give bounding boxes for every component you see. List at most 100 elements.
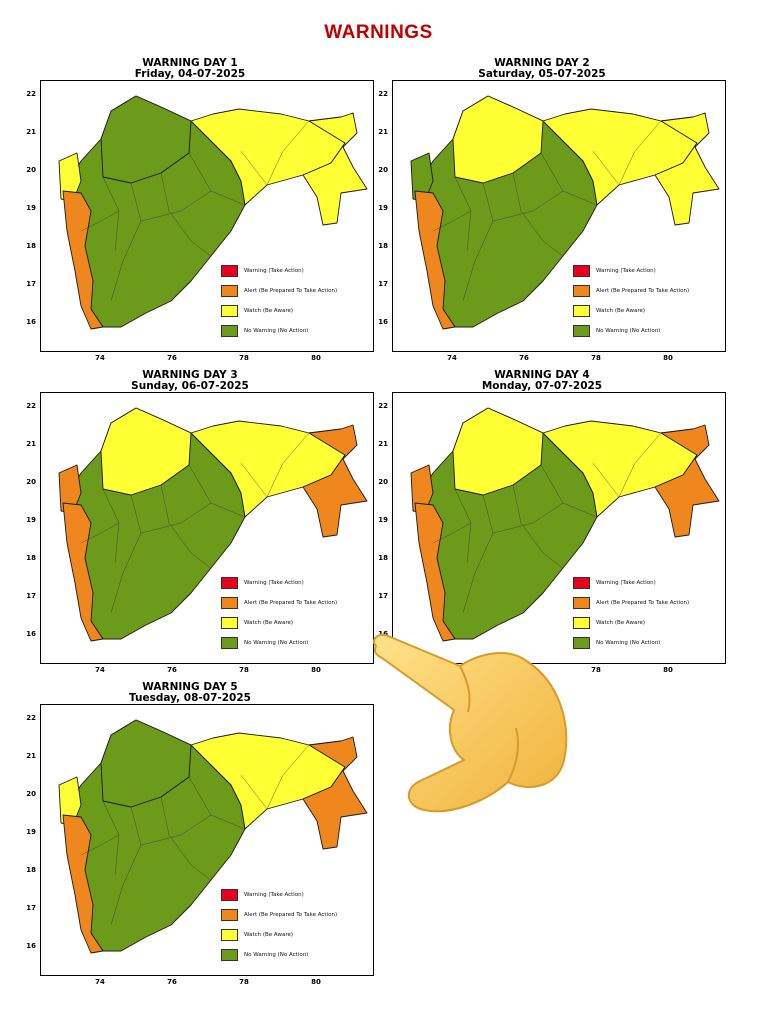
region-west-strip [58, 776, 82, 826]
y-tick-label: 19 [378, 516, 388, 524]
warning-day-panel: WARNING DAY 4 Monday, 07-07-2025 Warning … [352, 370, 726, 674]
map-plot-area: Warning (Take Action) Alert (Be Prepared … [40, 80, 374, 352]
legend-item: No Warning (No Action) [221, 633, 371, 653]
x-tick-label: 80 [663, 666, 673, 674]
x-tick-label: 78 [591, 666, 601, 674]
legend-item: Watch (Be Aware) [221, 613, 371, 633]
x-tick-label: 78 [239, 666, 249, 674]
x-tick-label: 78 [239, 354, 249, 362]
region-konkan [62, 814, 104, 954]
y-tick-label: 22 [378, 402, 388, 410]
region-northwest [452, 95, 544, 184]
y-tick-label: 19 [26, 516, 36, 524]
legend-item: Alert (Be Prepared To Take Action) [573, 281, 723, 301]
legend-label: Warning (Take Action) [244, 268, 304, 274]
x-tick-label: 78 [239, 978, 249, 986]
legend-item: Warning (Take Action) [221, 573, 371, 593]
day-date: Friday, 04-07-2025 [134, 68, 246, 80]
panel-title: WARNING DAY 4 Monday, 07-07-2025 [392, 370, 692, 392]
panel-title: WARNING DAY 1 Friday, 04-07-2025 [40, 58, 340, 80]
x-tick-label: 74 [95, 978, 105, 986]
maharashtra-map [410, 407, 720, 642]
y-tick-label: 16 [378, 318, 388, 326]
region-far-east [654, 112, 720, 226]
legend-swatch [221, 889, 238, 901]
region-northwest [100, 407, 192, 496]
y-tick-label: 22 [26, 402, 36, 410]
region-far-east [302, 112, 368, 226]
legend-swatch [573, 597, 590, 609]
legend-label: Watch (Be Aware) [244, 308, 294, 314]
day-title: WARNING DAY 5 [142, 681, 238, 693]
region-west-strip [58, 464, 82, 514]
legend-swatch [573, 637, 590, 649]
legend-label: Alert (Be Prepared To Take Action) [244, 288, 338, 294]
region-northwest [452, 407, 544, 496]
legend-label: No Warning (No Action) [244, 640, 309, 646]
y-tick-label: 22 [378, 90, 388, 98]
day-date: Tuesday, 08-07-2025 [129, 692, 251, 704]
legend-label: No Warning (No Action) [244, 952, 309, 958]
panel-title: WARNING DAY 5 Tuesday, 08-07-2025 [40, 682, 340, 704]
y-tick-label: 19 [26, 828, 36, 836]
legend-label: Warning (Take Action) [596, 268, 656, 274]
legend-item: Alert (Be Prepared To Take Action) [221, 281, 371, 301]
legend: Warning (Take Action) Alert (Be Prepared … [573, 261, 723, 341]
map-plot-area: Warning (Take Action) Alert (Be Prepared … [392, 392, 726, 664]
day-date: Monday, 07-07-2025 [481, 380, 603, 392]
region-northwest [100, 95, 192, 184]
region-far-east [302, 424, 368, 538]
day-date: Sunday, 06-07-2025 [131, 380, 249, 392]
y-tick-label: 19 [378, 204, 388, 212]
day-title: WARNING DAY 4 [494, 369, 590, 381]
legend-swatch [573, 285, 590, 297]
legend-swatch [221, 325, 238, 337]
legend-label: No Warning (No Action) [596, 328, 661, 334]
x-tick-label: 74 [95, 666, 105, 674]
x-tick-label: 80 [311, 666, 321, 674]
legend-swatch [221, 617, 238, 629]
region-west-strip [410, 464, 434, 514]
legend-swatch [221, 637, 238, 649]
region-konkan [62, 502, 104, 642]
map-plot-area: Warning (Take Action) Alert (Be Prepared … [40, 392, 374, 664]
warning-day-panel: WARNING DAY 2 Saturday, 05-07-2025 Warnin… [352, 57, 726, 362]
legend-swatch [221, 597, 238, 609]
legend-swatch [573, 265, 590, 277]
x-tick-label: 74 [447, 354, 457, 362]
legend-label: Watch (Be Aware) [596, 308, 646, 314]
page-title: WARNINGS [324, 22, 433, 43]
legend-item: No Warning (No Action) [573, 633, 723, 653]
y-tick-label: 16 [26, 630, 36, 638]
legend-label: Alert (Be Prepared To Take Action) [596, 288, 690, 294]
legend-label: Watch (Be Aware) [244, 620, 294, 626]
maharashtra-map [58, 407, 368, 642]
legend-swatch [221, 265, 238, 277]
region-far-east [302, 736, 368, 850]
legend-item: Alert (Be Prepared To Take Action) [221, 905, 371, 925]
legend-item: Watch (Be Aware) [221, 301, 371, 321]
y-tick-label: 22 [26, 714, 36, 722]
legend-label: No Warning (No Action) [596, 640, 661, 646]
y-tick-label: 17 [26, 592, 36, 600]
legend-item: No Warning (No Action) [221, 945, 371, 965]
y-tick-label: 17 [378, 280, 388, 288]
legend-item: Warning (Take Action) [573, 261, 723, 281]
legend-label: Watch (Be Aware) [596, 620, 646, 626]
legend: Warning (Take Action) Alert (Be Prepared … [221, 573, 371, 653]
maharashtra-map [58, 719, 368, 954]
y-tick-label: 21 [26, 128, 36, 136]
legend-swatch [573, 305, 590, 317]
region-west-strip [410, 152, 434, 202]
legend-swatch [573, 325, 590, 337]
legend-label: Warning (Take Action) [244, 580, 304, 586]
day-title: WARNING DAY 2 [494, 57, 590, 69]
y-tick-label: 18 [378, 242, 388, 250]
y-tick-label: 16 [26, 942, 36, 950]
y-tick-label: 18 [26, 554, 36, 562]
region-west-strip [58, 152, 82, 202]
y-tick-label: 17 [26, 280, 36, 288]
x-tick-label: 76 [167, 978, 177, 986]
y-tick-label: 18 [26, 242, 36, 250]
legend-swatch [573, 577, 590, 589]
